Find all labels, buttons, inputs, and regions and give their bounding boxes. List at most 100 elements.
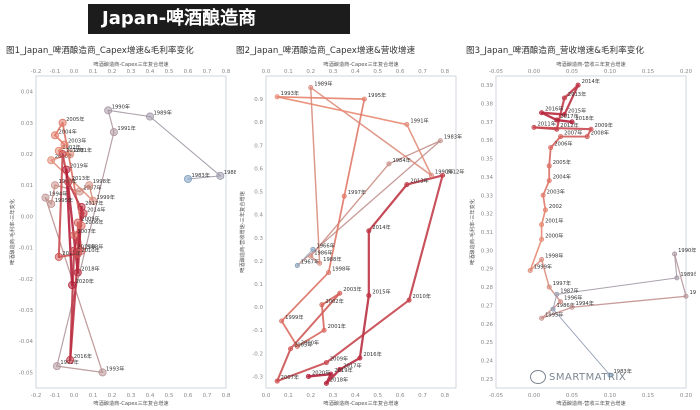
- data-label: 2015年: [78, 243, 96, 251]
- data-label: 2013年: [568, 90, 586, 98]
- trajectory-segment: [540, 258, 550, 288]
- data-point: [68, 281, 77, 290]
- data-point: [440, 172, 446, 178]
- data-point: [406, 297, 412, 303]
- trajectory-segment: [296, 329, 326, 348]
- x-axis-label-top: 啤酒酿造商-Capex三年复合增速: [323, 60, 398, 68]
- data-point: [672, 251, 678, 257]
- data-point: [183, 174, 192, 183]
- data-label: 2017年: [85, 199, 103, 207]
- data-point: [404, 122, 410, 128]
- x-tick-label: 0.10: [604, 69, 617, 75]
- trajectory-segment: [540, 209, 547, 226]
- x-tick-label: 0.6: [396, 69, 405, 75]
- data-point: [539, 315, 545, 321]
- data-point: [60, 140, 69, 149]
- data-point: [437, 138, 443, 144]
- x-tick-label: 0.3: [329, 393, 338, 399]
- data-label: 1995年: [368, 91, 386, 99]
- data-label: 1990年: [435, 167, 453, 175]
- y-tick-label: 0.9: [254, 97, 263, 103]
- y-tick-label: 0.27: [481, 303, 494, 309]
- data-point: [558, 134, 564, 140]
- y-axis-label: 啤酒酿造商-毛利率-三年变化: [8, 199, 16, 265]
- data-label: 1997年: [348, 188, 366, 196]
- data-point: [546, 178, 552, 184]
- data-label: 2019年: [70, 162, 88, 170]
- trajectory-segment: [563, 84, 580, 100]
- x-tick-label: 0.1: [89, 393, 98, 399]
- data-label: 1998年: [93, 177, 111, 185]
- data-point: [85, 181, 94, 190]
- data-label: 2020年: [76, 277, 94, 285]
- x-tick-label: 0.1: [284, 393, 293, 399]
- x-tick-label: 0.8: [440, 393, 449, 399]
- x-axis-label-top: 啤酒酿造商-营收三年复合增速: [556, 60, 625, 68]
- x-tick-label: -0.1: [50, 393, 61, 399]
- y-tick-label: 0.0: [254, 305, 263, 311]
- y-tick-label: 0.33: [481, 193, 494, 199]
- data-point: [51, 181, 60, 190]
- data-label: 2008年: [591, 129, 609, 137]
- data-point: [58, 118, 67, 127]
- y-tick-label: 0.25: [481, 340, 494, 346]
- x-tick-label: 0.0: [262, 393, 271, 399]
- data-label: 1987年: [560, 286, 578, 294]
- data-label: 1997年: [553, 279, 571, 287]
- x-tick-label: 0.4: [351, 69, 360, 75]
- x-axis-label: 啤酒酿造商-营收三年复合增速: [556, 399, 625, 407]
- y-axis-label: 啤酒酿造商-营收增速-三年复合增速: [238, 191, 246, 273]
- data-point: [386, 161, 392, 167]
- data-point: [216, 171, 225, 180]
- data-point: [62, 165, 71, 174]
- x-tick-label: 0.00: [528, 393, 541, 399]
- data-label: 2020年: [312, 368, 330, 376]
- x-tick-label: 0.1: [89, 69, 98, 75]
- data-label: 2013年: [410, 177, 428, 185]
- data-point: [548, 145, 554, 151]
- data-point: [539, 110, 545, 116]
- y-tick-label: -0.01: [19, 246, 33, 252]
- data-label: 1993年: [281, 89, 299, 97]
- data-point: [41, 193, 50, 202]
- trajectory-segment: [540, 306, 573, 319]
- data-point: [308, 253, 314, 259]
- data-label: 1986年: [314, 248, 332, 256]
- data-label: 1967年: [301, 258, 319, 266]
- x-tick-label: 0.1: [284, 69, 293, 75]
- x-tick-label: 0.6: [396, 393, 405, 399]
- trajectory-segment: [276, 347, 292, 383]
- data-label: 1986年: [557, 301, 575, 309]
- data-label: 2009年: [330, 355, 348, 363]
- y-tick-label: 0.7: [254, 143, 263, 149]
- y-tick-label: 0.01: [21, 183, 33, 189]
- x-tick-label: 0.5: [165, 393, 174, 399]
- x-tick-label: 0.3: [127, 69, 136, 75]
- x-tick-label: -0.05: [489, 393, 504, 399]
- trajectory-segment: [338, 356, 362, 371]
- data-label: 2015年: [372, 288, 390, 296]
- trajectory-segment: [388, 140, 442, 165]
- chart2-capex-vs-revenue: 0.0 0.0 0.1 0.1 0.2 0.2 0.3 0.3 0.4 0.4 0.5 0.5 0.6 0…: [238, 60, 464, 407]
- data-label: 1999年: [97, 193, 115, 201]
- x-tick-label: 0.05: [566, 69, 579, 75]
- y-tick-label: 0.3: [254, 236, 263, 242]
- x-axis-label-top: 啤酒酿造商-Capex三年复合增速: [93, 60, 168, 68]
- data-label: 2018年: [81, 265, 99, 273]
- data-point: [54, 252, 63, 261]
- data-label: 1993年: [106, 364, 124, 372]
- y-tick-label: 0.03: [21, 121, 34, 127]
- data-point: [51, 131, 60, 140]
- y-tick-label: 0.24: [481, 358, 494, 364]
- trajectory-segment: [563, 84, 580, 116]
- trajectory-segment: [358, 294, 370, 360]
- data-label: 1990年: [112, 102, 130, 110]
- y-tick-label: 0.4: [254, 213, 263, 219]
- trajectory-segment: [540, 111, 566, 116]
- y-tick-label: 0.34: [481, 175, 494, 181]
- data-label: 1990年: [678, 246, 696, 254]
- data-label: 2001年: [74, 146, 92, 154]
- data-label: 2017年: [343, 362, 361, 370]
- trajectory-segment: [310, 163, 390, 257]
- data-label: 1996年: [564, 294, 582, 302]
